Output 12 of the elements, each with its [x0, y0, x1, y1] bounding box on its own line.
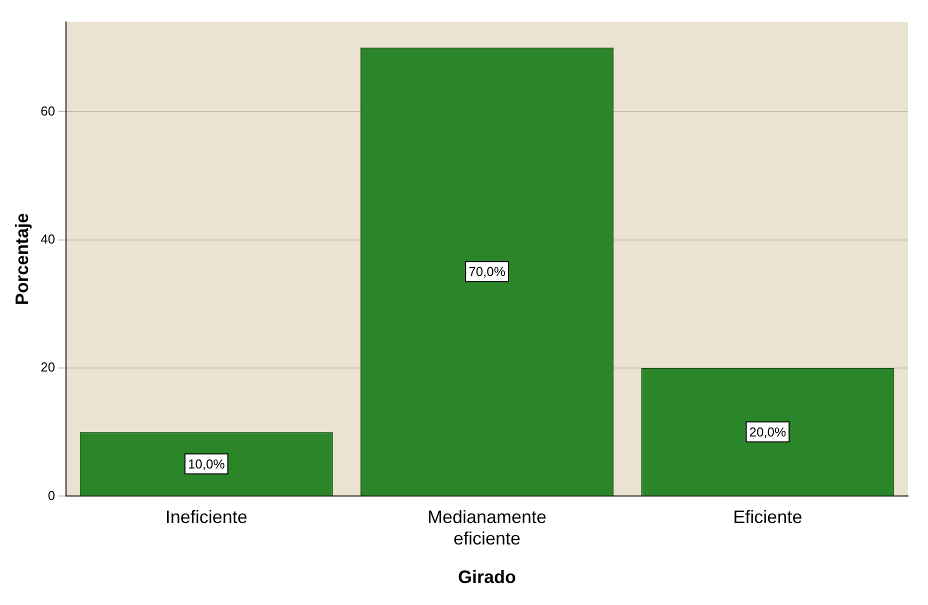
data-label: 70,0%: [468, 264, 506, 280]
y-axis-title: Porcentaje: [12, 213, 32, 306]
data-label: 10,0%: [188, 456, 226, 472]
y-tick-label: 0: [48, 488, 56, 503]
x-axis-title: Girado: [458, 567, 516, 588]
y-tick-label: 40: [40, 231, 56, 246]
y-tick-label: 20: [40, 360, 56, 375]
y-tick-label: 60: [40, 103, 56, 118]
data-label: 20,0%: [749, 424, 787, 440]
x-tick-label: Ineficiente: [165, 506, 248, 527]
x-tick-label: Medianamente eficiente: [427, 506, 547, 549]
x-tick-label: Eficiente: [733, 506, 802, 527]
